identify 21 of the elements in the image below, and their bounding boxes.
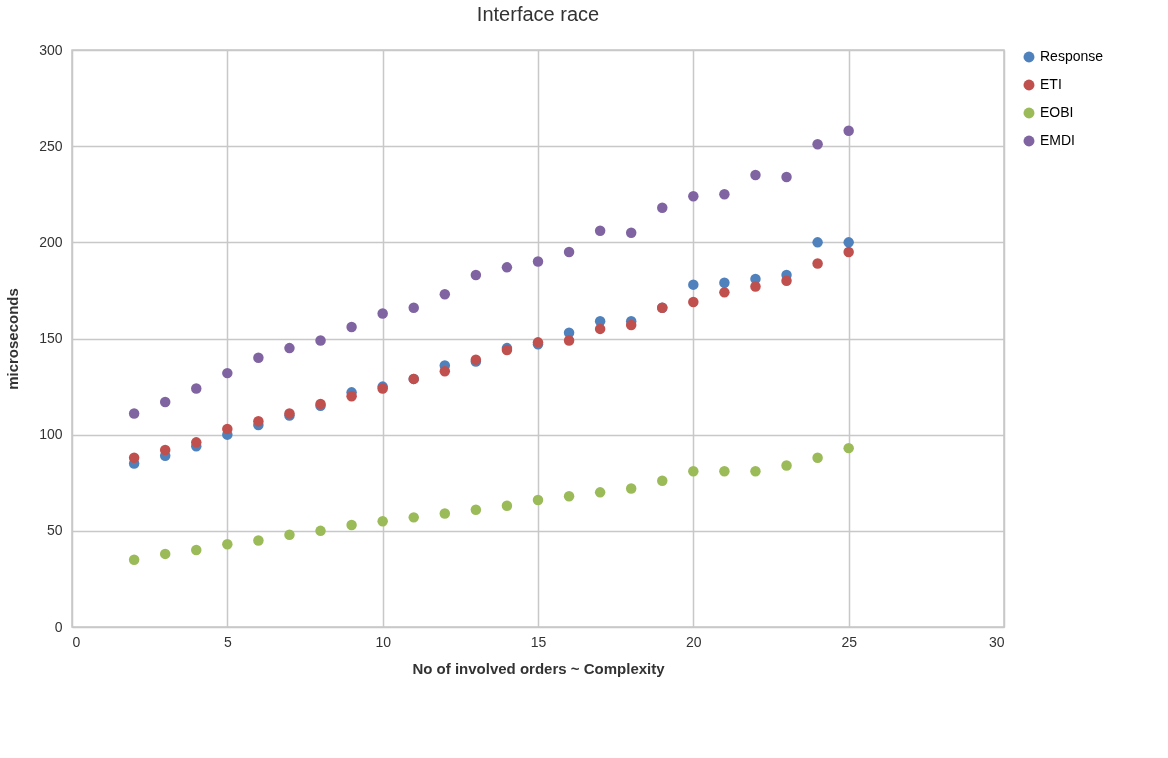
x-tick-label: 15 [530,633,547,650]
legend-label: EMDI [1040,132,1075,148]
y-tick-label: 0 [54,618,63,635]
x-tick-label: 20 [686,633,702,650]
y-tick-label: 300 [39,41,63,58]
chart-title: Interface race [476,3,600,25]
y-tick-label: 50 [46,522,63,539]
y-axis-title: microseconds [4,288,22,390]
x-tick-label: 30 [988,633,1005,650]
legend-label: ETI [1040,76,1062,92]
legend-label: Response [1040,48,1104,64]
y-tick-label: 150 [39,330,63,346]
x-tick-label: 10 [375,633,392,650]
x-axis-title: No of involved orders ~ Complexity [412,659,666,677]
x-tick-label: 5 [223,633,232,650]
y-tick-label: 100 [39,426,63,443]
x-tick-label: 25 [841,633,858,650]
legend-label: EOBI [1040,104,1074,120]
y-tick-label: 200 [39,233,63,250]
x-tick-label: 0 [72,633,81,650]
y-tick-label: 250 [39,137,63,154]
